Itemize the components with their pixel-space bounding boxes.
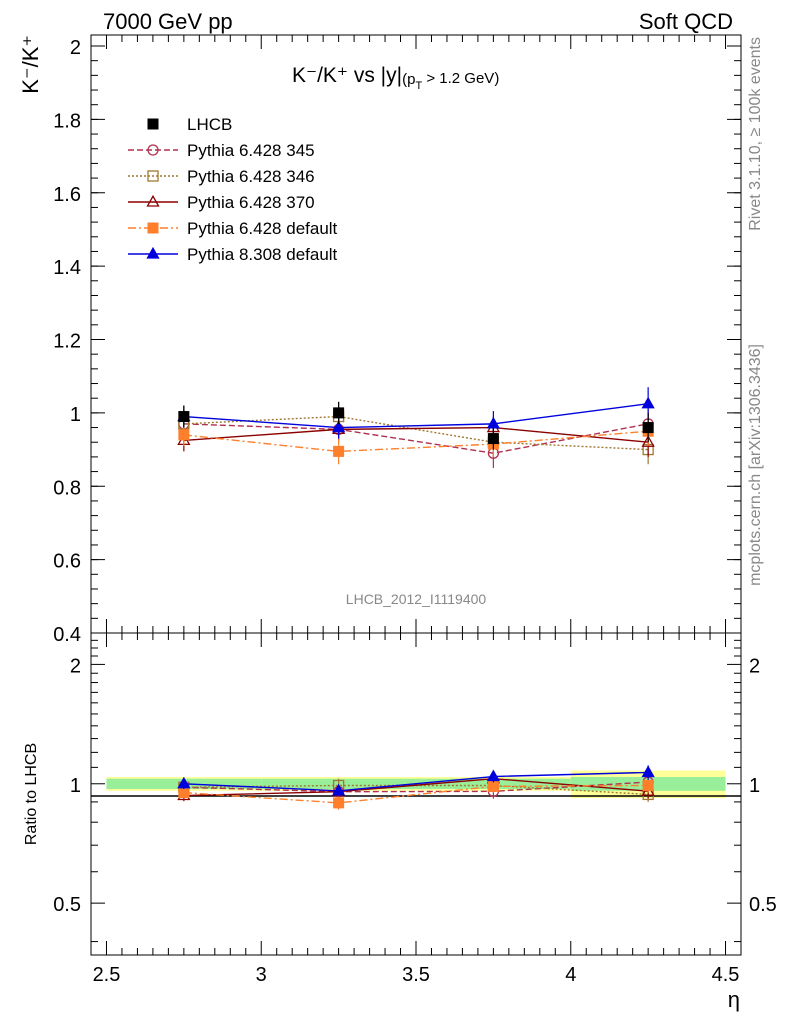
legend-marker	[147, 144, 159, 156]
data-point	[641, 435, 655, 447]
ratio-series-3	[178, 778, 654, 810]
legend-label: Pythia 6.428 default	[187, 219, 338, 238]
series-line	[183, 430, 649, 453]
series-line	[183, 426, 649, 443]
main-y-tick-label: 2	[70, 37, 81, 59]
ratio-series-4	[177, 765, 655, 797]
main-y-tick-label: 0.8	[53, 477, 81, 499]
ratio-point	[641, 765, 655, 778]
data-point	[178, 411, 190, 423]
x-tick-label: 2.5	[93, 964, 121, 986]
series-line	[183, 423, 649, 454]
ratio-x-ticks: 2.5 3 3.5 4 4.5	[93, 633, 740, 986]
main-x-ticks	[105, 35, 727, 633]
legend-label: Pythia 6.428 370	[187, 193, 315, 212]
main-y-tick-label: 1.8	[53, 110, 81, 132]
ratio-point	[177, 776, 191, 789]
ratio-y-tick-label: 1	[70, 775, 81, 797]
main-panel: 0.4 0.6 0.8 1 1.2 1.4 1.6 1.8 2 K⁻/K⁺ vs |y|(pT …	[18, 34, 742, 646]
header-right: Soft QCD	[639, 9, 733, 34]
ratio-panel: 0.5 0.5 1 1 2 2 2.5 3 3.5 4 4.5 Ratio to LHCB η	[23, 632, 777, 1012]
ratio-line	[183, 771, 649, 792]
series-line	[183, 403, 649, 429]
legend-label: Pythia 8.308 default	[187, 245, 338, 264]
x-tick-label: 3	[256, 964, 267, 986]
ratio-point	[178, 787, 190, 799]
data-point	[333, 445, 345, 457]
data-point	[333, 407, 345, 419]
watermark: LHCB_2012_I1119400	[346, 591, 487, 607]
main-y-label: K⁻/K⁺	[18, 35, 43, 94]
ratio-point	[332, 783, 346, 796]
data-point	[487, 433, 499, 445]
main-title-sub-rest: > 1.2 GeV)	[422, 70, 499, 87]
ratio-y-tick-label: 0.5	[53, 894, 81, 916]
ratio-y-tick-label: 2	[70, 655, 81, 677]
main-y-tick-label: 1	[70, 404, 81, 426]
x-tick-label: 4.5	[712, 964, 740, 986]
ratio-line	[183, 784, 649, 804]
x-tick-label: 3.5	[402, 964, 430, 986]
data-point	[642, 422, 654, 434]
main-y-tick-label: 0.6	[53, 551, 81, 573]
main-title-sub: (p	[402, 71, 415, 88]
legend-label: Pythia 6.428 346	[187, 167, 315, 186]
main-title-text: K⁻/K⁺ vs |y|	[292, 64, 402, 87]
x-axis-label: η	[728, 987, 740, 1012]
series-line	[183, 415, 649, 451]
ratio-point	[642, 780, 654, 792]
ratio-y-ticks: 0.5 0.5 1 1 2 2	[53, 639, 777, 943]
ratio-y-tick-label-right: 1	[749, 775, 760, 797]
legend-label: LHCB	[187, 115, 232, 134]
main-y-tick-label: 1.4	[53, 257, 81, 279]
main-title-sub-t: T	[415, 80, 422, 92]
legend-label: Pythia 6.428 345	[187, 141, 315, 160]
x-tick-label: 4	[565, 964, 576, 986]
ratio-point	[486, 769, 500, 782]
series-5	[177, 387, 655, 439]
main-title: K⁻/K⁺ vs |y|(pT > 1.2 GeV)	[292, 64, 499, 92]
header-left: 7000 GeV pp	[103, 9, 233, 34]
series-2	[178, 401, 654, 465]
legend-marker	[146, 194, 160, 207]
ratio-y-tick-label-right: 2	[749, 655, 760, 677]
series-0	[178, 401, 654, 450]
main-y-ticks: 0.4 0.6 0.8 1 1.2 1.4 1.6 1.8 2	[53, 37, 741, 646]
rivet-label: Rivet 3.1.10, ≥ 100k events	[747, 37, 764, 231]
main-series	[177, 387, 655, 468]
ratio-y-tick-label-right: 0.5	[749, 894, 777, 916]
mcplots-label: mcplots.cern.ch [arXiv:1306.3436]	[747, 344, 764, 586]
legend-marker	[147, 170, 159, 182]
data-point	[178, 429, 190, 441]
ratio-y-label: Ratio to LHCB	[23, 743, 40, 845]
ratio-point	[487, 780, 499, 792]
ratio-line	[183, 781, 649, 793]
data-point	[641, 396, 655, 409]
main-y-tick-label: 1.2	[53, 331, 81, 353]
ratio-series	[177, 765, 655, 810]
legend-marker	[147, 118, 159, 130]
data-point	[332, 420, 346, 433]
ratio-point	[333, 797, 345, 809]
legend-marker	[146, 246, 160, 259]
legend: LHCB Pythia 6.428 345 Pythia 6.428 346 Pyth…	[128, 115, 338, 264]
legend-marker	[147, 222, 159, 234]
main-y-tick-label: 0.4	[53, 624, 81, 646]
ratio-line	[183, 777, 649, 797]
series-1	[178, 409, 654, 468]
series-4	[178, 416, 654, 465]
main-y-tick-label: 1.6	[53, 184, 81, 206]
